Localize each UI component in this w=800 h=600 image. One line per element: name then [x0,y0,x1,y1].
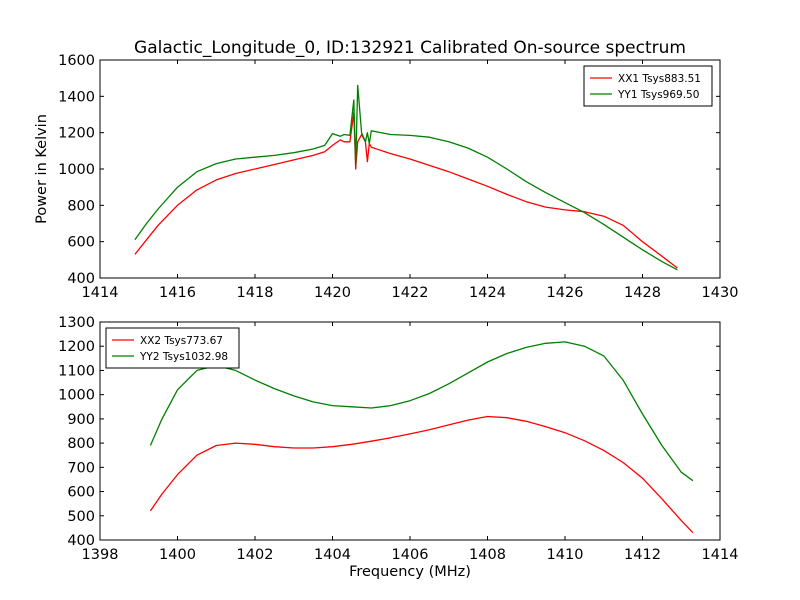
top-xtick-label: 1426 [547,285,584,301]
figure-title: Galactic_Longitude_0, ID:132921 Calibrat… [134,38,686,58]
bottom-xlabel: Frequency (MHz) [349,564,471,580]
top-xtick-label: 1418 [237,285,274,301]
bottom-ytick-label: 1000 [58,388,95,404]
bottom-ytick-label: 500 [67,509,95,525]
top-series-line-1 [134,84,678,271]
bottom-xtick-label: 1408 [469,547,506,563]
bottom-xtick-label: 1398 [82,547,119,563]
bottom-xtick-label: 1406 [392,547,429,563]
bottom-ytick-label: 800 [67,436,95,452]
bottom-ytick-label: 900 [67,412,95,428]
bottom-panel: 1398 1400 1402 1404 1406 1408 1410 1412 1414 400 5… [58,315,738,563]
top-ytick-label: 1400 [58,89,95,105]
top-panel: 1414 1416 1418 1420 1422 1424 1426 1428 1430 400 6… [58,53,738,301]
top-ylabel: Power in Kelvin [34,114,50,224]
top-xtick-label: 1416 [159,285,196,301]
bottom-series-line-0 [149,415,694,534]
top-ytick-label: 800 [67,198,95,214]
bottom-xtick-label: 1402 [237,547,274,563]
top-legend-label-0: XX1 Tsys883.51 [618,73,701,85]
top-ytick-label: 600 [67,235,95,251]
top-ytick-label: 1600 [58,53,95,69]
top-legend-label-1: YY1 Tsys969.50 [617,89,699,101]
bottom-ytick-label: 1100 [58,363,95,379]
top-xtick-label: 1420 [314,285,351,301]
bottom-ytick-label: 600 [67,485,95,501]
top-ytick-label: 1200 [58,126,95,142]
top-xtick-label: 1414 [82,285,119,301]
bottom-ytick-label: 400 [67,533,95,549]
bottom-legend-label-1: YY2 Tsys1032.98 [139,351,228,363]
bottom-ytick-label: 1200 [58,339,95,355]
top-xtick-label: 1422 [392,285,429,301]
bottom-legend-label-0: XX2 Tsys773.67 [140,335,223,347]
bottom-ytick-label: 700 [67,460,95,476]
top-xtick-label: 1430 [702,285,739,301]
top-xtick-label: 1428 [624,285,661,301]
top-ytick-label: 400 [67,271,95,287]
top-xtick-label: 1424 [469,285,506,301]
top-legend-box [583,65,713,107]
top-ytick-label: 1000 [58,162,95,178]
bottom-series-line-1 [149,341,694,482]
bottom-xtick-label: 1414 [702,547,739,563]
bottom-legend-box [105,327,240,369]
bottom-ytick-label: 1300 [58,315,95,331]
bottom-xtick-label: 1410 [547,547,584,563]
bottom-xtick-label: 1400 [159,547,196,563]
bottom-xtick-label: 1412 [624,547,661,563]
bottom-xtick-label: 1404 [314,547,351,563]
